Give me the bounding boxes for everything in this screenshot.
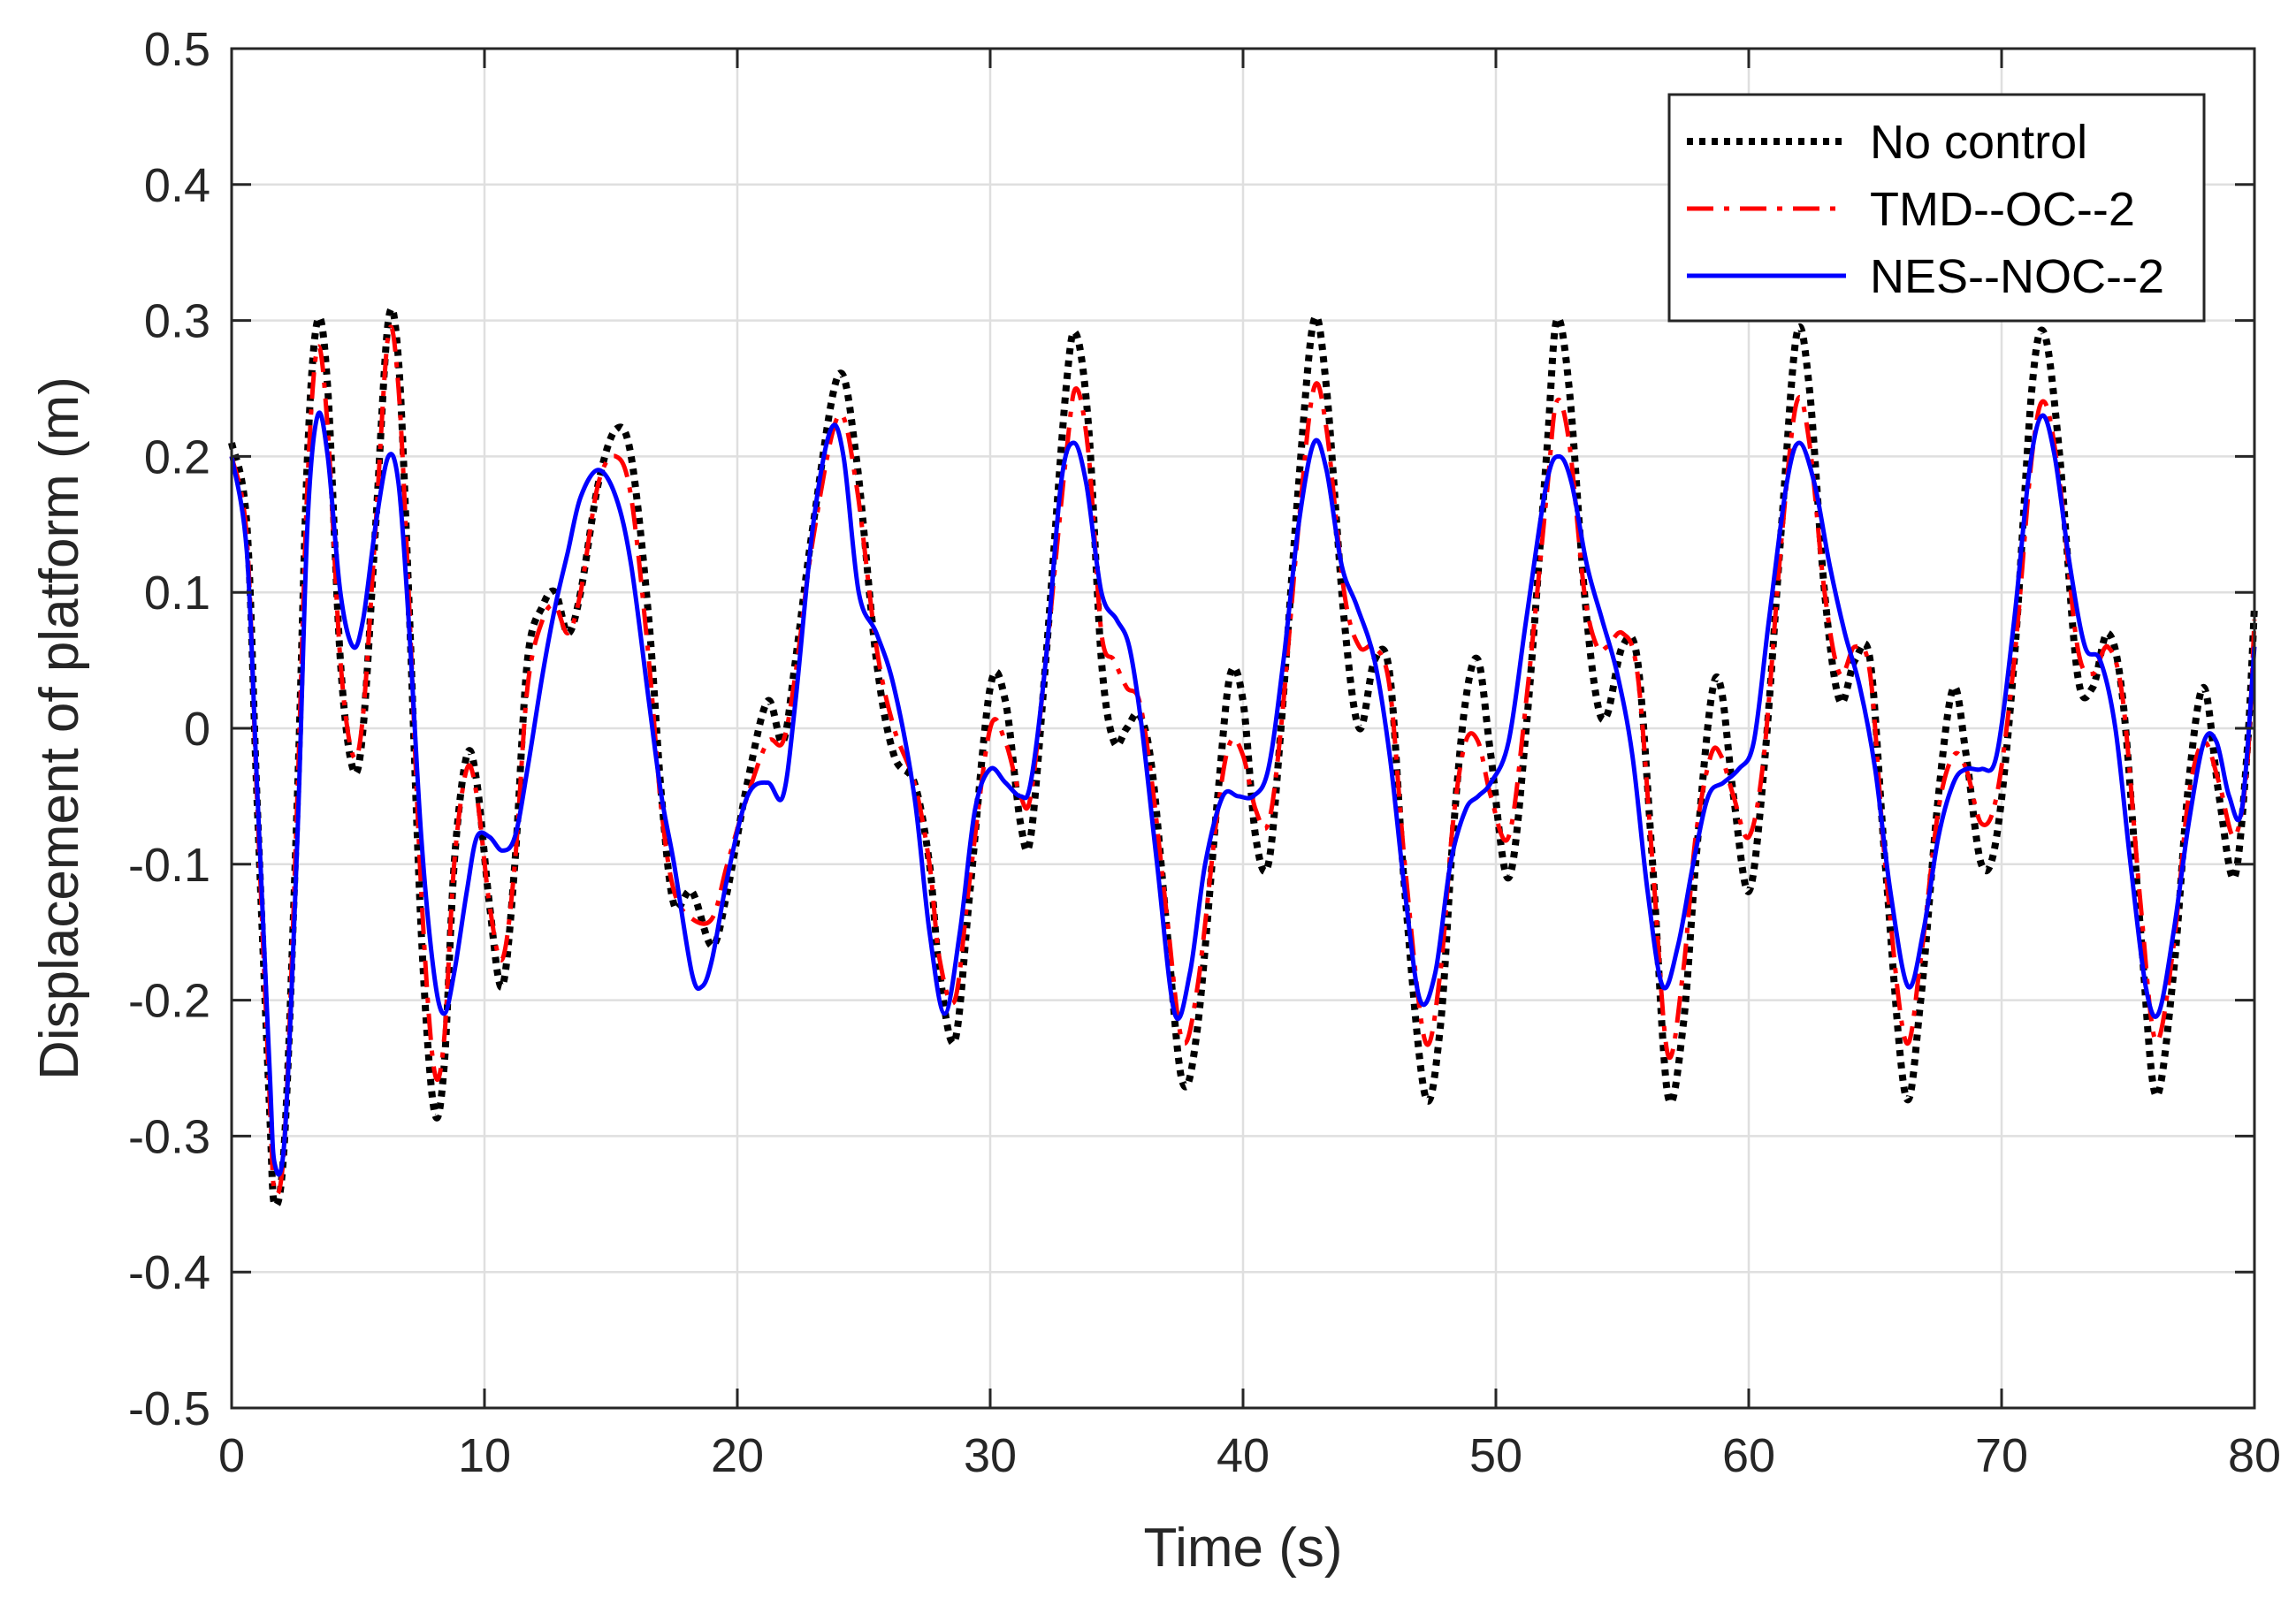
y-tick-label: 0.5	[144, 23, 210, 76]
legend-label: NES--NOC--2	[1870, 250, 2164, 303]
x-axis-label: Time (s)	[1144, 1518, 1343, 1579]
y-tick-label: 0.1	[144, 567, 210, 620]
legend-label: No control	[1870, 116, 2087, 169]
series-line-2	[229, 324, 2257, 1197]
x-tick-label: 30	[964, 1429, 1017, 1482]
series-line-3	[229, 410, 2257, 1177]
y-tick-label: 0.4	[144, 159, 210, 212]
y-tick-label: 0	[184, 703, 210, 756]
y-axis-ticks: -0.5 -0.4 -0.3 -0.2 -0.1 0 0.1 0.2 0.3 0.4 0.5	[128, 23, 2254, 1435]
y-tick-label: 0.3	[144, 295, 210, 348]
x-tick-label: 10	[458, 1429, 511, 1482]
y-axis-label: Displacement of platform (m)	[29, 377, 90, 1080]
y-tick-label: -0.5	[128, 1382, 210, 1435]
x-axis-ticks: 0 10 20 30 40 50 60 70 80	[218, 49, 2281, 1482]
legend: No control TMD--OC--2 NES--NOC--2	[1667, 93, 2206, 323]
x-tick-label: 20	[711, 1429, 764, 1482]
x-tick-label: 0	[218, 1429, 245, 1482]
x-tick-label: 40	[1217, 1429, 1270, 1482]
legend-label: TMD--OC--2	[1870, 183, 2135, 236]
x-tick-label: 60	[1722, 1429, 1775, 1482]
x-tick-label: 70	[1975, 1429, 2028, 1482]
series-lines	[228, 305, 2258, 1209]
y-tick-label: 0.2	[144, 430, 210, 483]
x-tick-label: 50	[1469, 1429, 1522, 1482]
series-line-1	[228, 305, 2258, 1209]
x-tick-label: 80	[2228, 1429, 2281, 1482]
y-tick-label: -0.3	[128, 1110, 210, 1163]
y-tick-label: -0.2	[128, 975, 210, 1028]
y-tick-label: -0.4	[128, 1246, 210, 1299]
y-tick-label: -0.1	[128, 839, 210, 892]
